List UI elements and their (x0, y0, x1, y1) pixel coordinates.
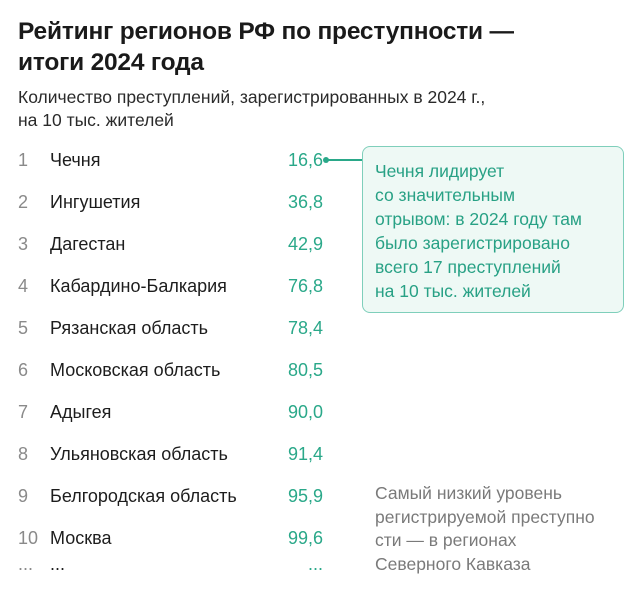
value-cell: 36,8 (287, 192, 323, 212)
rank-cell: 5 (18, 318, 29, 338)
ellipsis-rank: ... (18, 554, 34, 574)
callout-line: Чечня лидирует (375, 161, 505, 181)
rank-cell: 1 (18, 150, 29, 170)
region-cell: Ингушетия (50, 192, 141, 212)
rank-cell: 10 (18, 528, 39, 548)
rank-cell: 8 (18, 444, 29, 464)
chechnya-callout: Чечня лидирует со значительным отрывом: в … (362, 146, 624, 313)
callout-line: всего 17 преступлений (375, 257, 561, 277)
table-row: 3 Дагестан 42,9 (0, 229, 340, 259)
rank-cell: 2 (18, 192, 29, 212)
table-row: 1 Чечня 16,6 (0, 145, 340, 175)
value-cell: 16,6 (287, 150, 323, 170)
value-cell: 99,6 (287, 528, 323, 548)
table-row: 8 Ульяновская область 91,4 (0, 439, 340, 469)
value-cell: 42,9 (287, 234, 323, 254)
region-cell: Московская область (50, 360, 221, 380)
region-cell: Москва (50, 528, 112, 548)
note-line: Северного Кавказа (375, 553, 531, 574)
region-cell: Адыгея (50, 402, 112, 422)
region-cell: Дагестан (50, 234, 126, 254)
region-cell: Кабардино-Балкария (50, 276, 227, 296)
rank-cell: 6 (18, 360, 29, 380)
note-line: сти — в регионах (375, 530, 517, 550)
value-cell: 90,0 (287, 402, 323, 422)
table-row: 7 Адыгея 90,0 (0, 397, 340, 427)
north-caucasus-note: Самый низкий уровень регистрируемой прест… (375, 482, 620, 576)
value-cell: 80,5 (287, 360, 323, 380)
table-row: 9 Белгородская область 95,9 (0, 481, 340, 511)
value-cell: 78,4 (287, 318, 323, 338)
ellipsis-value: ... (307, 554, 323, 574)
callout-line: отрывом: в 2024 году там (375, 209, 582, 229)
chart-subtitle: Количество преступлений, зарегистрирован… (18, 87, 486, 130)
region-cell: Чечня (50, 150, 101, 170)
continuation-row: ......... (0, 549, 340, 579)
rank-cell: 9 (18, 486, 29, 506)
table-row: 2 Ингушетия 36,8 (0, 187, 340, 217)
region-cell: Рязанская область (50, 318, 209, 338)
value-cell: 91,4 (287, 444, 323, 464)
table-row: 4 Кабардино-Балкария 76,8 (0, 271, 340, 301)
callout-connector (323, 157, 363, 163)
table-row: 5 Рязанская область 78,4 (0, 313, 340, 343)
region-cell: Ульяновская область (50, 444, 228, 464)
rank-cell: 4 (18, 276, 29, 296)
rank-cell: 7 (18, 402, 29, 422)
callout-line: на 10 тыс. жителей (375, 281, 531, 301)
ellipsis-region: ... (50, 554, 66, 574)
table-row: 6 Московская область 80,5 (0, 355, 340, 385)
note-line: Самый низкий уровень (375, 483, 562, 503)
callout-line: со значительным (375, 185, 516, 205)
note-line: регистрируемой преступно (375, 506, 595, 527)
rank-cell: 3 (18, 234, 29, 254)
connector-dot (323, 157, 329, 163)
value-cell: 95,9 (287, 486, 323, 506)
table-row: 10 Москва 99,6 (0, 523, 340, 553)
callout-text: Чечня лидирует со значительным отрывом: в … (375, 159, 611, 303)
connector-line (327, 159, 363, 161)
chart-title: Рейтинг регионов РФ по преступности — ито… (18, 18, 514, 76)
value-cell: 76,8 (287, 276, 323, 296)
callout-line: было зарегистрировано (375, 233, 570, 253)
region-cell: Белгородская область (50, 486, 237, 506)
